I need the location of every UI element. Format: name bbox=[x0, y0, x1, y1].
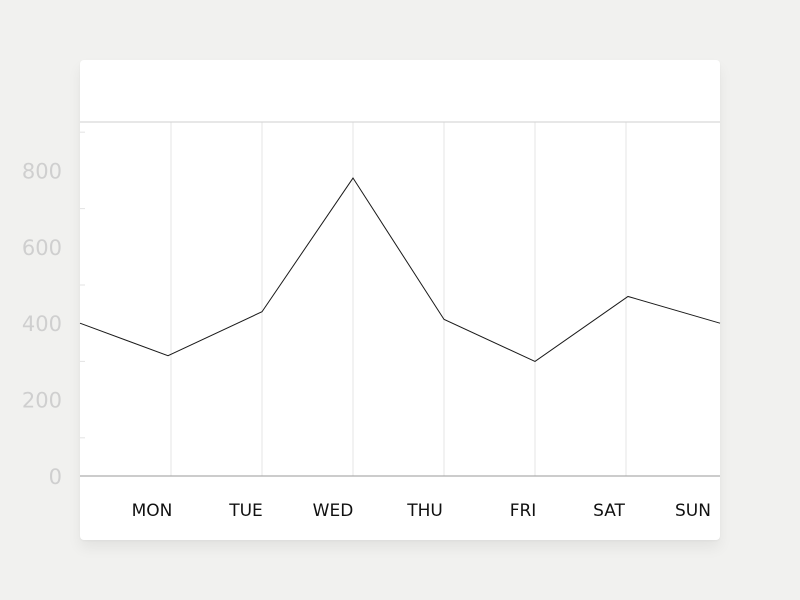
y-tick-label: 800 bbox=[22, 159, 62, 183]
x-tick-label-sat: SAT bbox=[593, 501, 625, 521]
data-points bbox=[167, 177, 721, 362]
x-tick-label-tue: TUE bbox=[228, 501, 263, 521]
y-tick-label: 600 bbox=[22, 236, 62, 260]
y-tick-label: 400 bbox=[22, 312, 62, 336]
x-tick-label-wed: WED bbox=[313, 501, 354, 521]
x-tick-label-mon: MON bbox=[132, 501, 173, 521]
x-tick-label-fri: FRI bbox=[510, 501, 537, 521]
x-tick-label-thu: THU bbox=[406, 501, 443, 521]
y-tick-label: 200 bbox=[22, 389, 62, 413]
y-axis-tick-labels: 800 600 400 200 0 bbox=[22, 159, 62, 489]
chart-card bbox=[80, 60, 720, 540]
series-line bbox=[79, 177, 721, 362]
vertical-gridlines bbox=[170, 122, 627, 476]
x-axis-tick-labels: MON TUE WED THU FRI SAT SUN bbox=[132, 501, 711, 521]
x-tick-label-sun: SUN bbox=[675, 501, 711, 521]
y-tick-label: 0 bbox=[49, 465, 62, 489]
y-minor-ticks bbox=[80, 131, 85, 439]
